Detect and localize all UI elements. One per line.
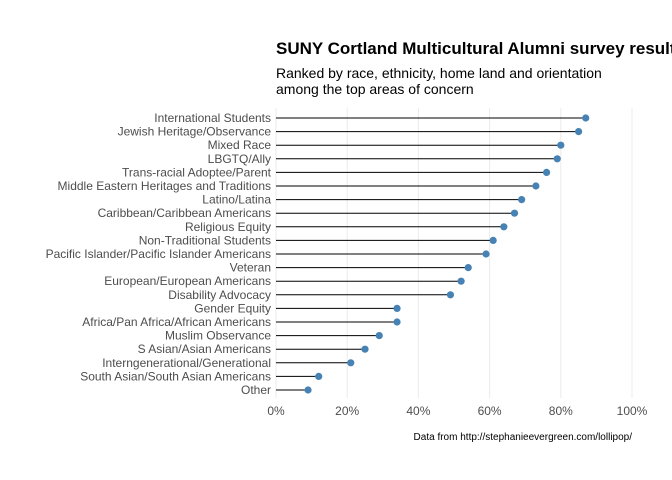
- gridlines: [275, 108, 633, 398]
- chart-title: SUNY Cortland Multicultural Alumni surve…: [276, 39, 672, 58]
- x-tick-label: 60%: [478, 404, 502, 418]
- category-label: European/European Americans: [104, 274, 271, 288]
- lollipop-dot: [518, 196, 526, 204]
- lollipop-dot: [553, 155, 561, 163]
- lollipop-dot: [361, 345, 369, 353]
- category-label: South Asian/South Asian Americans: [80, 369, 271, 383]
- category-label: Veteran: [230, 261, 271, 275]
- lollipop-dot: [482, 250, 490, 258]
- category-label: Gender Equity: [194, 301, 271, 315]
- category-label: Other: [241, 383, 271, 397]
- lollipop-dot: [393, 318, 401, 326]
- category-label: Muslim Observance: [165, 329, 271, 343]
- lollipop-dot: [375, 332, 383, 340]
- lollipop-dot: [489, 236, 497, 244]
- lollipop-dot: [575, 128, 583, 136]
- x-tick-label: 40%: [406, 404, 430, 418]
- category-label: Middle Eastern Heritages and Traditions: [58, 179, 271, 193]
- lollipop-dots: [304, 114, 590, 394]
- category-label: Disability Advocacy: [168, 288, 271, 302]
- category-label: Latino/Latina: [202, 193, 271, 207]
- category-label: LBGTQ/Ally: [208, 152, 271, 166]
- x-tick-label: 0%: [267, 404, 285, 418]
- lollipop-dot: [510, 209, 519, 217]
- lollipop-dot: [446, 291, 455, 299]
- x-tick-label: 20%: [335, 404, 359, 418]
- lollipop-dot: [304, 386, 312, 394]
- x-tick-labels: 0% 20% 40% 60% 80% 100%: [267, 404, 647, 418]
- chart-subtitle-line-2: among the top areas of concern: [276, 81, 474, 97]
- category-label: Mixed Race: [208, 138, 272, 152]
- chart-subtitle-line-1: Ranked by race, ethnicity, home land and…: [276, 65, 602, 81]
- category-label: Pacific Islander/Pacific Islander Americ…: [46, 247, 271, 261]
- category-label: Jewish Heritage/Observance: [118, 125, 272, 139]
- category-label: Trans-racial Adoptee/Parent: [122, 165, 272, 179]
- lollipop-dot: [582, 114, 590, 122]
- category-label: Caribbean/Caribbean Americans: [98, 206, 271, 220]
- lollipop-dot: [457, 277, 465, 285]
- category-label: S Asian/Asian Americans: [138, 342, 271, 356]
- lollipop-dot: [464, 264, 472, 272]
- category-label: Religious Equity: [185, 220, 271, 234]
- lollipop-dot: [542, 168, 551, 176]
- x-tick-label: 80%: [549, 404, 573, 418]
- lollipop-dot: [315, 372, 323, 380]
- category-label: Non-Traditional Students: [139, 233, 271, 247]
- category-label: Africa/Pan Africa/African Americans: [82, 315, 271, 329]
- lollipop-dot: [500, 223, 508, 231]
- category-label: Interngenerational/Generational: [102, 356, 271, 370]
- lollipop-dot: [557, 141, 565, 149]
- chart-caption: Data from http://stephanieevergreen.com/…: [414, 432, 633, 443]
- lollipop-dot: [532, 182, 540, 190]
- lollipop-stems: [276, 117, 586, 391]
- lollipop-dot: [347, 359, 355, 367]
- category-label: International Students: [154, 111, 271, 125]
- lollipop-dot: [393, 304, 401, 312]
- x-tick-label: 100%: [617, 404, 648, 418]
